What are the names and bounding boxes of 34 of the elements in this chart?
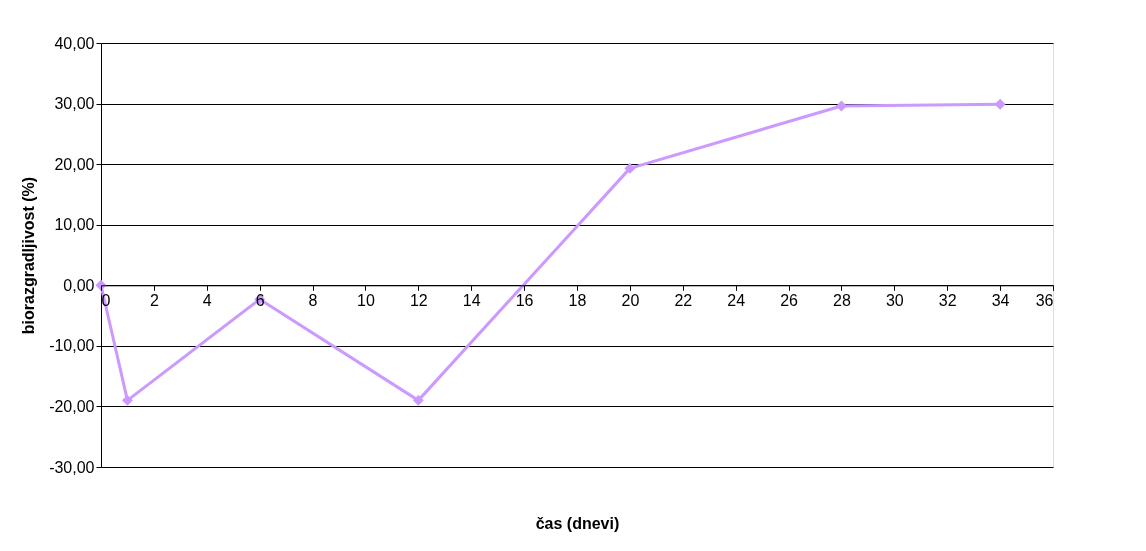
x-tick-label: 26 xyxy=(780,291,799,309)
x-tick-label: 6 xyxy=(255,291,265,309)
x-tick-label: 8 xyxy=(308,291,318,309)
y-tick-label: 10,00 xyxy=(54,216,95,234)
point xyxy=(835,100,847,112)
point xyxy=(624,162,636,174)
x-tick-label: 36 xyxy=(1035,291,1054,309)
x-tick-label: 4 xyxy=(202,291,212,309)
x-tick-label: 14 xyxy=(462,291,481,309)
x-axis-title: čas (dnevi) xyxy=(535,514,620,532)
point xyxy=(121,394,133,406)
x-tick-label: 34 xyxy=(991,291,1010,309)
x-tick-label: 10 xyxy=(357,291,375,309)
x-tick-label: 2 xyxy=(149,291,159,309)
x-tick-label: 0 xyxy=(101,291,111,309)
y-axis-title: biorazgradljivost (%) xyxy=(20,176,38,335)
x-tick-label: 24 xyxy=(727,291,746,309)
x-tick-label: 16 xyxy=(515,291,534,309)
x-tick-label: 12 xyxy=(409,291,428,309)
y-tick-label: 0,00 xyxy=(63,276,95,294)
y-tick-label: -30,00 xyxy=(49,458,95,476)
x-tick-label: 30 xyxy=(885,291,904,309)
point xyxy=(95,279,107,291)
y-tick-label: -20,00 xyxy=(49,397,95,415)
x-tick-label: 18 xyxy=(568,291,587,309)
y-tick-label: 20,00 xyxy=(54,155,95,173)
x-tick-label: 28 xyxy=(833,291,851,309)
y-tick-label: 30,00 xyxy=(54,95,95,113)
x-tick-label: 32 xyxy=(938,291,957,309)
point xyxy=(412,394,424,406)
x-tick-label: 22 xyxy=(674,291,693,309)
x-tick-label: 20 xyxy=(621,291,640,309)
y-tick-label: 40,00 xyxy=(54,34,95,52)
y-tick-label: -10,00 xyxy=(49,337,95,355)
